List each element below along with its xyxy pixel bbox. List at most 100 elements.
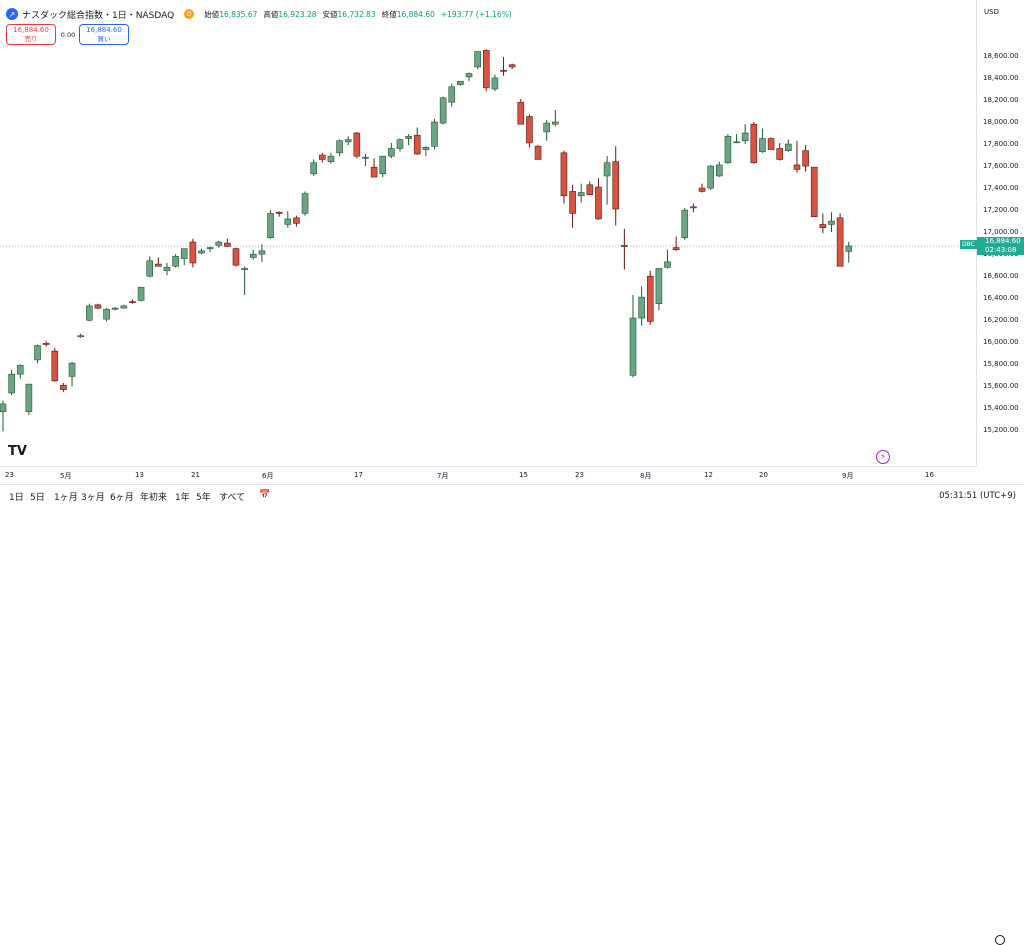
candle[interactable] — [155, 257, 162, 267]
candle[interactable] — [776, 142, 784, 161]
candle[interactable] — [793, 140, 801, 173]
calendar-date-range-icon[interactable]: 📅 — [259, 490, 271, 500]
candle[interactable] — [655, 268, 663, 311]
candle[interactable] — [0, 400, 7, 432]
candle[interactable] — [785, 139, 792, 152]
candle[interactable] — [836, 213, 844, 267]
candle[interactable] — [42, 341, 50, 347]
candle[interactable] — [431, 118, 438, 150]
candle[interactable] — [25, 383, 33, 415]
candle[interactable] — [621, 228, 628, 270]
candle[interactable] — [94, 303, 102, 310]
candle[interactable] — [612, 146, 620, 226]
candle[interactable] — [34, 344, 41, 364]
range-button[interactable]: 3ヶ月 — [81, 493, 105, 503]
candle[interactable] — [111, 307, 119, 311]
candle[interactable] — [517, 98, 525, 125]
range-button[interactable]: すべて — [219, 493, 246, 503]
candle[interactable] — [344, 136, 352, 146]
candle[interactable] — [534, 145, 542, 160]
candle[interactable] — [293, 215, 300, 227]
candle[interactable] — [103, 308, 110, 322]
candle[interactable] — [51, 347, 59, 382]
candle[interactable] — [336, 139, 343, 157]
price-axis[interactable]: USD 18,600.00 18,400.00 18,200.00 18,000.00… — [960, 0, 1024, 466]
candle[interactable] — [482, 49, 490, 92]
candle[interactable] — [249, 249, 257, 260]
candle[interactable] — [215, 240, 223, 248]
candle[interactable] — [241, 266, 248, 295]
candle[interactable] — [646, 270, 654, 325]
tradingview-logo-icon[interactable]: TV — [8, 444, 27, 459]
range-button[interactable]: 1日 — [9, 493, 24, 503]
candle[interactable] — [163, 262, 171, 276]
candle[interactable] — [362, 153, 369, 167]
candle[interactable] — [586, 181, 594, 195]
candle[interactable] — [396, 138, 404, 152]
candle[interactable] — [120, 304, 128, 309]
candle[interactable] — [129, 299, 136, 304]
chart-plot-area[interactable]: ↗ ナスダック総合指数・1日・NASDAQ D 始値16,835.67 高値16… — [0, 0, 976, 466]
candle[interactable] — [275, 211, 283, 217]
candle[interactable] — [595, 178, 602, 221]
candle[interactable] — [543, 119, 550, 141]
candle[interactable] — [474, 51, 481, 70]
candle[interactable] — [569, 184, 576, 228]
symbol-title[interactable]: ナスダック総合指数・1日・NASDAQ — [22, 10, 175, 21]
candle[interactable] — [405, 134, 412, 146]
candle[interactable] — [284, 211, 292, 228]
candle[interactable] — [86, 303, 93, 322]
range-button[interactable]: 6ヶ月 — [110, 493, 134, 503]
buy-button[interactable]: 16,884.60 買い — [79, 24, 129, 45]
candle[interactable] — [224, 238, 231, 247]
candle[interactable] — [828, 212, 835, 233]
candle[interactable] — [457, 80, 464, 86]
lightning-alert-icon[interactable]: ⚡ — [876, 450, 890, 464]
settings-gear-icon[interactable] — [995, 935, 1005, 945]
candle[interactable] — [8, 369, 15, 396]
candle[interactable] — [68, 362, 76, 387]
candle[interactable] — [60, 383, 67, 392]
candle[interactable] — [672, 236, 680, 251]
range-button[interactable]: 年初来 — [140, 493, 168, 503]
candle[interactable] — [258, 244, 266, 262]
time-axis[interactable]: 23 5月 13 21 6月 17 7月 15 23 8月 12 20 9月 16 — [0, 466, 1005, 945]
candle[interactable] — [327, 152, 335, 164]
currency-selector[interactable]: USD — [984, 8, 999, 16]
candle[interactable] — [491, 74, 499, 92]
candlestick-chart[interactable] — [0, 0, 976, 466]
candle[interactable] — [301, 191, 309, 216]
candle[interactable] — [353, 131, 361, 159]
candle[interactable] — [310, 159, 317, 176]
range-button[interactable]: 5日 — [30, 493, 45, 503]
candle[interactable] — [206, 246, 214, 252]
candle[interactable] — [379, 155, 387, 178]
candle[interactable] — [439, 96, 447, 125]
candle[interactable] — [388, 142, 395, 159]
candle[interactable] — [638, 286, 645, 326]
candle[interactable] — [664, 249, 671, 269]
source-badge[interactable]: D — [184, 9, 195, 19]
candle[interactable] — [77, 333, 84, 338]
candle[interactable] — [560, 150, 568, 204]
candle[interactable] — [370, 158, 378, 178]
clock-timezone[interactable]: 05:31:51 (UTC+9) — [939, 491, 1016, 501]
candle[interactable] — [733, 134, 740, 144]
candle[interactable] — [137, 286, 145, 302]
range-button[interactable]: 1ヶ月 — [54, 493, 78, 503]
range-button[interactable]: 1年 — [175, 493, 190, 503]
candle[interactable] — [16, 364, 24, 379]
candle[interactable] — [198, 248, 205, 255]
candle[interactable] — [698, 183, 706, 193]
candle[interactable] — [715, 161, 723, 178]
candle[interactable] — [413, 127, 421, 156]
candle[interactable] — [319, 152, 326, 163]
candle[interactable] — [465, 72, 473, 82]
candle[interactable] — [819, 213, 827, 234]
candle[interactable] — [603, 156, 611, 205]
candle[interactable] — [508, 63, 516, 70]
candle[interactable] — [724, 134, 732, 164]
candle[interactable] — [448, 83, 456, 107]
candle[interactable] — [681, 207, 689, 240]
sell-button[interactable]: 16,884.60 売り — [6, 24, 56, 45]
